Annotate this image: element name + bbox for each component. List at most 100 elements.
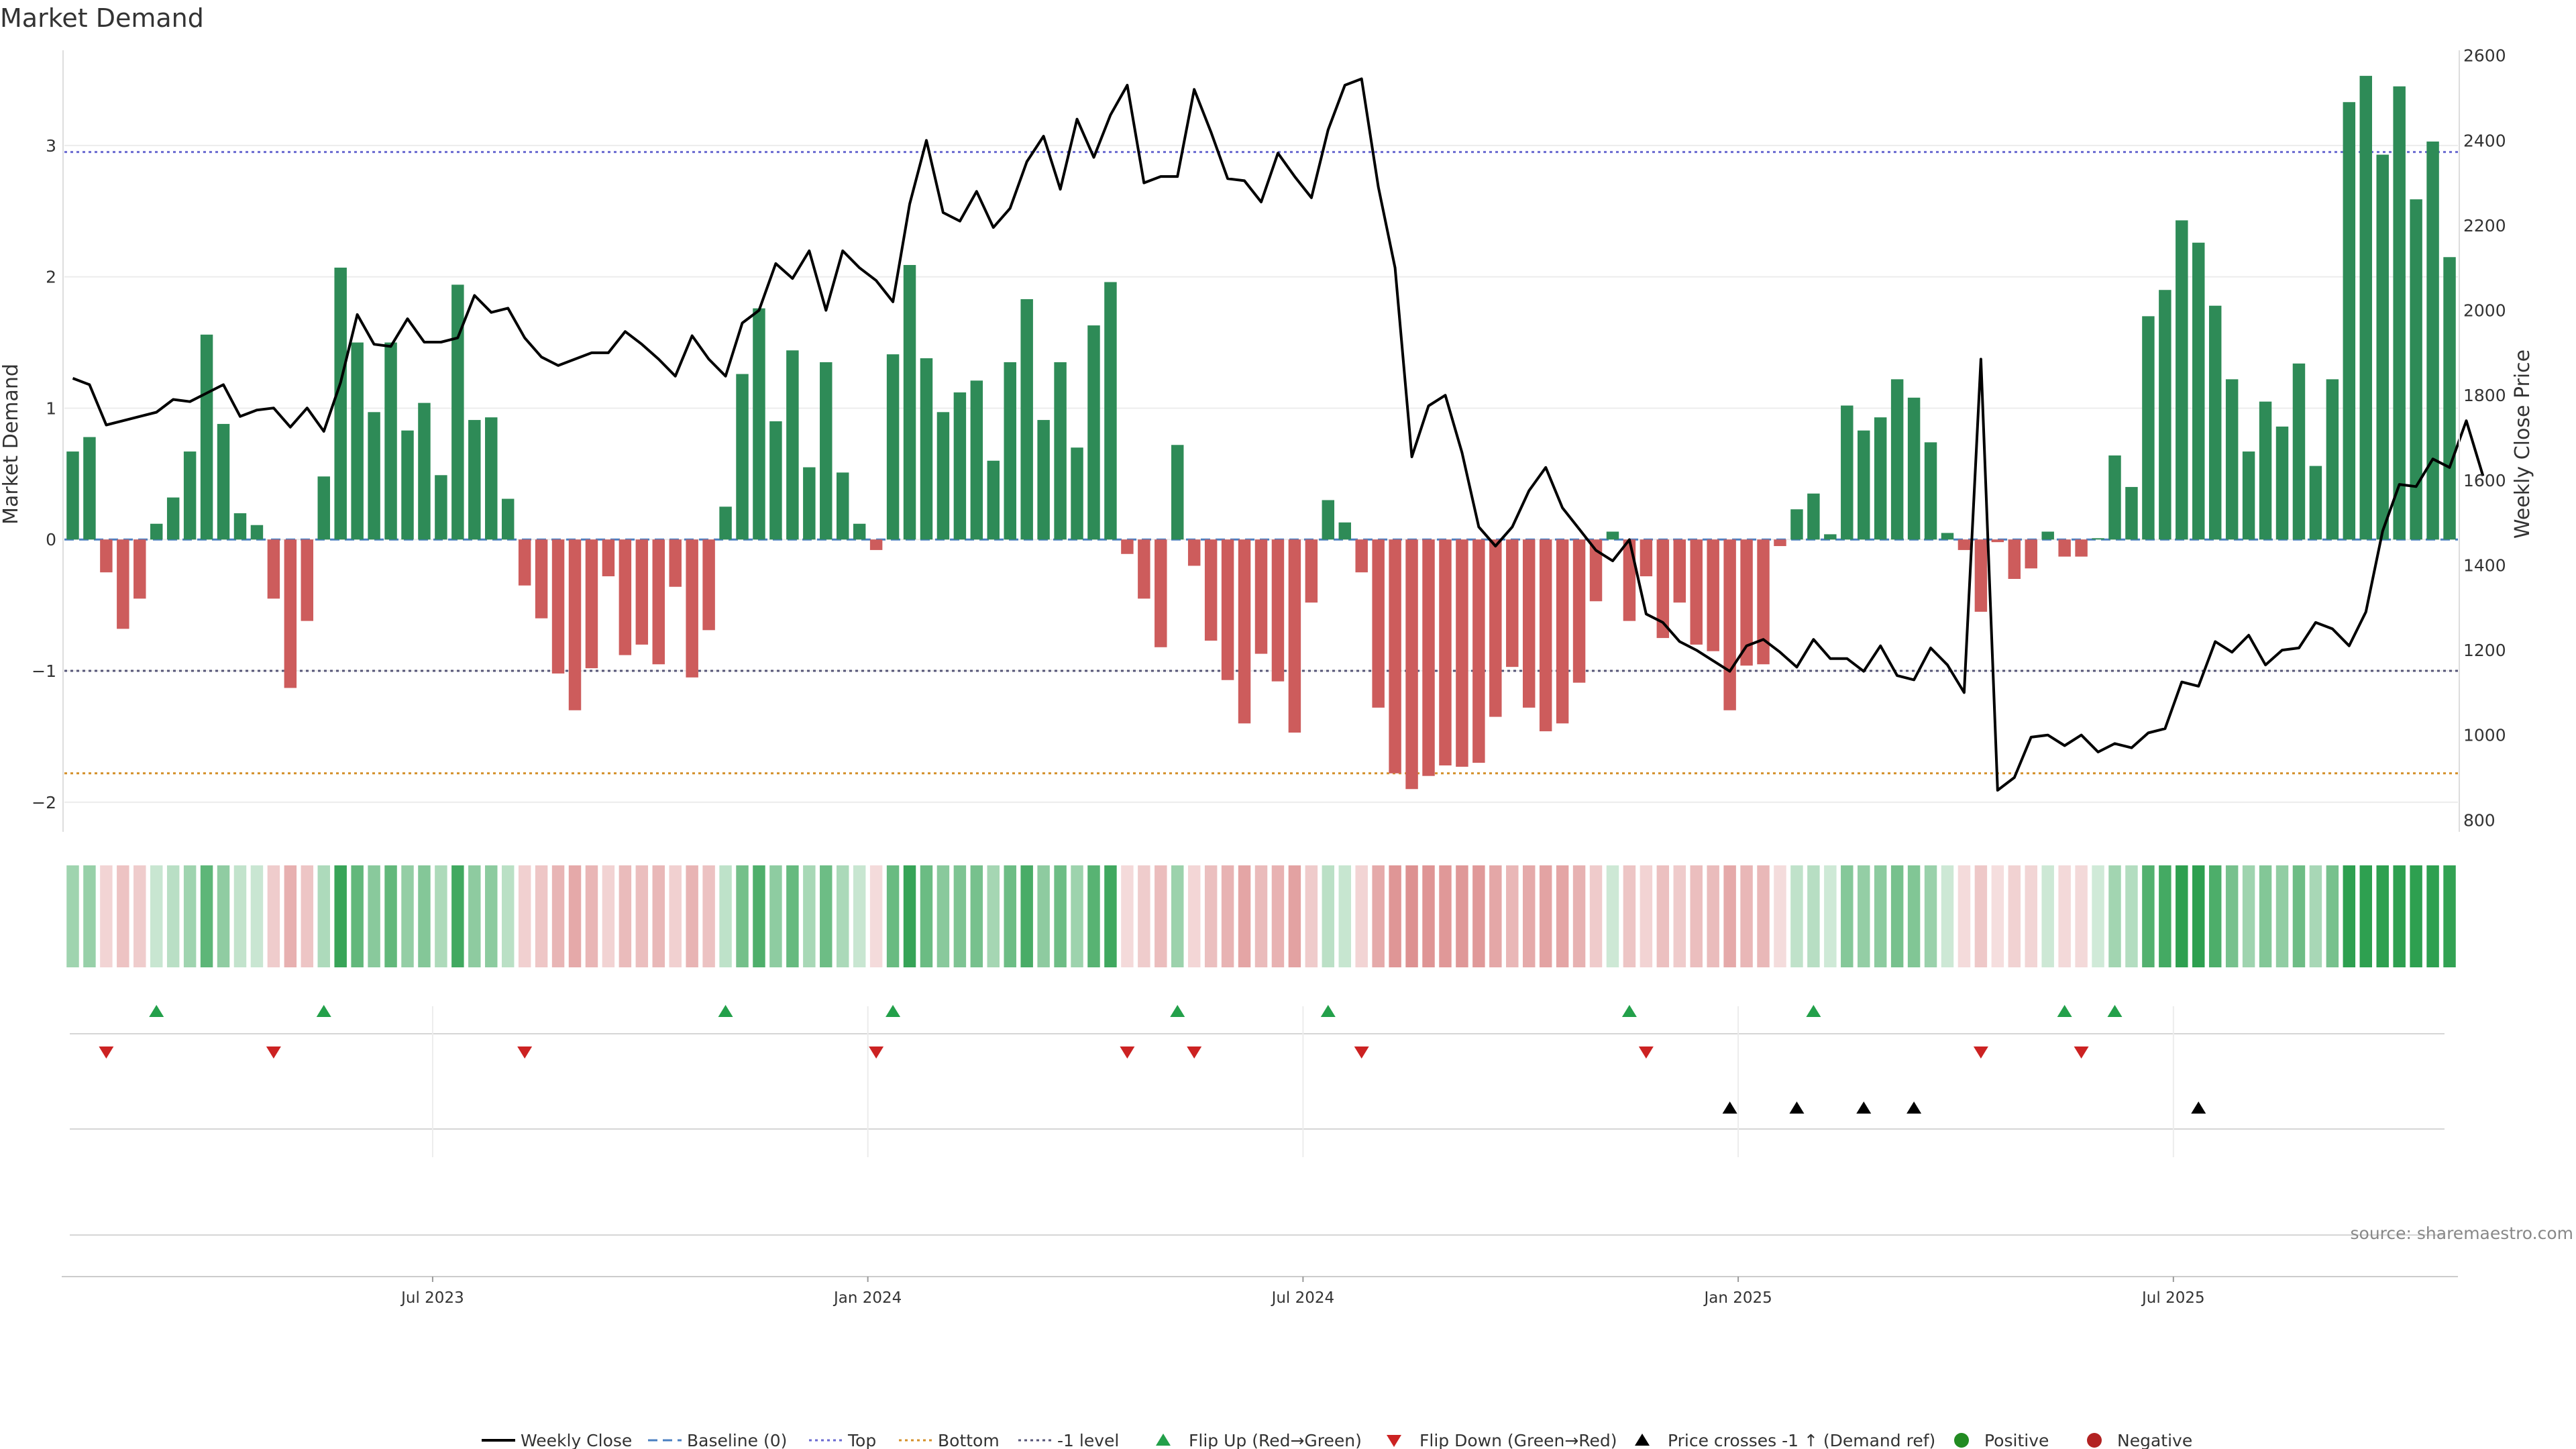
heatmap-cell bbox=[100, 865, 113, 967]
heatmap-cell bbox=[418, 865, 431, 967]
demand-bar bbox=[418, 402, 431, 540]
heatmap-cell bbox=[2426, 865, 2439, 967]
heatmap-cell bbox=[501, 865, 515, 967]
heatmap-cell bbox=[2292, 865, 2306, 967]
left-tick-label: 1 bbox=[46, 398, 56, 418]
heatmap-cell bbox=[2443, 865, 2456, 967]
flip-up-marker bbox=[718, 1005, 733, 1017]
heatmap-cell bbox=[1556, 865, 1569, 967]
legend-item-minus-one: -1 level bbox=[1018, 1431, 1119, 1449]
demand-bar bbox=[66, 451, 79, 540]
legend-label: Negative bbox=[2117, 1431, 2192, 1449]
flip-down-marker bbox=[2074, 1046, 2089, 1059]
demand-bar bbox=[1807, 493, 1820, 540]
demand-bar bbox=[1121, 539, 1134, 554]
heatmap-cell bbox=[602, 865, 615, 967]
demand-bar bbox=[1171, 445, 1184, 540]
heatmap-cell bbox=[1957, 865, 1971, 967]
demand-bar bbox=[1305, 539, 1318, 603]
flip-down-marker bbox=[99, 1046, 114, 1059]
demand-bar bbox=[786, 350, 799, 540]
demand-bar bbox=[753, 308, 765, 540]
demand-bar bbox=[1974, 539, 1988, 612]
demand-bar bbox=[301, 539, 314, 621]
demand-bar bbox=[551, 539, 565, 674]
heatmap-cell bbox=[183, 865, 197, 967]
demand-bar bbox=[100, 539, 113, 573]
heatmap-cell bbox=[2075, 865, 2088, 967]
legend-item-bottom: Bottom bbox=[899, 1431, 1000, 1449]
demand-bar bbox=[284, 539, 297, 688]
demand-bar bbox=[2393, 86, 2406, 540]
heatmap-cell bbox=[384, 865, 397, 967]
date-tick-label: Jul 2025 bbox=[2141, 1289, 2205, 1307]
demand-bar bbox=[803, 467, 816, 540]
heatmap-cell bbox=[736, 865, 749, 967]
left-tick-label: 2 bbox=[46, 268, 56, 287]
legend-item-flip-down: Flip Down (Green→Red) bbox=[1387, 1431, 1617, 1449]
demand-bars bbox=[66, 76, 2456, 790]
heatmap-cell bbox=[217, 865, 230, 967]
right-tick-label: 1800 bbox=[2463, 386, 2506, 405]
demand-bar bbox=[869, 539, 883, 550]
legend-label: Bottom bbox=[938, 1431, 1000, 1449]
heatmap-cell bbox=[1941, 865, 1954, 967]
price-line-layer bbox=[72, 77, 2485, 792]
demand-bar bbox=[2443, 257, 2456, 540]
heatmap-cell bbox=[1740, 865, 1753, 967]
heatmap-cell bbox=[2108, 865, 2121, 967]
demand-bar bbox=[585, 539, 598, 669]
demand-bar bbox=[1138, 539, 1150, 599]
demand-bar bbox=[351, 342, 364, 540]
heatmap-cell bbox=[652, 865, 665, 967]
flip-down-marker bbox=[1973, 1046, 1988, 1059]
legend: Weekly Close Baseline (0) Top Bottom -1 leve… bbox=[482, 1431, 2192, 1449]
heatmap-cell bbox=[1673, 865, 1686, 967]
heatmap-cell bbox=[953, 865, 967, 967]
heatmap-cell bbox=[1606, 865, 1619, 967]
heatmap-cell bbox=[753, 865, 765, 967]
flip-up-marker bbox=[316, 1005, 331, 1017]
legend-label: Price crosses -1 ↑ (Demand ref) bbox=[1668, 1431, 1935, 1449]
demand-bar bbox=[2058, 539, 2071, 557]
legend-swatch-flip-down bbox=[1387, 1435, 1401, 1447]
demand-bar bbox=[836, 472, 849, 540]
demand-bar bbox=[2359, 76, 2373, 540]
demand-bar bbox=[435, 475, 447, 540]
heatmap-cell bbox=[1623, 865, 1636, 967]
legend-label: Flip Down (Green→Red) bbox=[1419, 1431, 1617, 1449]
demand-bar bbox=[1740, 539, 1753, 666]
demand-bar bbox=[1004, 362, 1016, 540]
heatmap-cell bbox=[468, 865, 481, 967]
source-note: source: sharemaestro.com bbox=[2351, 1224, 2574, 1243]
demand-bar bbox=[903, 265, 916, 540]
heatmap-cell bbox=[1238, 865, 1251, 967]
heatmap-cell bbox=[334, 865, 347, 967]
heatmap-cell bbox=[2192, 865, 2205, 967]
legend-item-top: Top bbox=[809, 1431, 876, 1449]
right-tick-label: 1000 bbox=[2463, 726, 2506, 745]
demand-bar bbox=[166, 497, 180, 540]
heatmap-cell bbox=[1790, 865, 1803, 967]
demand-bar bbox=[384, 342, 397, 540]
chart-title: Market Demand bbox=[0, 3, 204, 33]
heatmap-cell bbox=[2393, 865, 2406, 967]
demand-bar bbox=[1456, 539, 1468, 767]
demand-bar bbox=[1338, 522, 1351, 540]
heatmap-cell bbox=[485, 865, 498, 967]
heatmap-cell bbox=[351, 865, 364, 967]
demand-bar bbox=[501, 498, 515, 540]
legend-item-negative: Negative bbox=[2087, 1431, 2192, 1449]
demand-bar bbox=[518, 539, 531, 586]
date-tick-label: Jul 2024 bbox=[1271, 1289, 1335, 1307]
heatmap-cell bbox=[150, 865, 163, 967]
demand-bar bbox=[920, 358, 933, 540]
heatmap-cell bbox=[1305, 865, 1318, 967]
heatmap-cell bbox=[1841, 865, 1854, 967]
heatmap-cell bbox=[1572, 865, 1586, 967]
demand-bar bbox=[150, 523, 163, 540]
heatmap-cell bbox=[1858, 865, 1870, 967]
right-axis-label: Weekly Close Price bbox=[2511, 350, 2534, 539]
demand-bar bbox=[1155, 539, 1167, 647]
demand-bar bbox=[987, 460, 1000, 540]
